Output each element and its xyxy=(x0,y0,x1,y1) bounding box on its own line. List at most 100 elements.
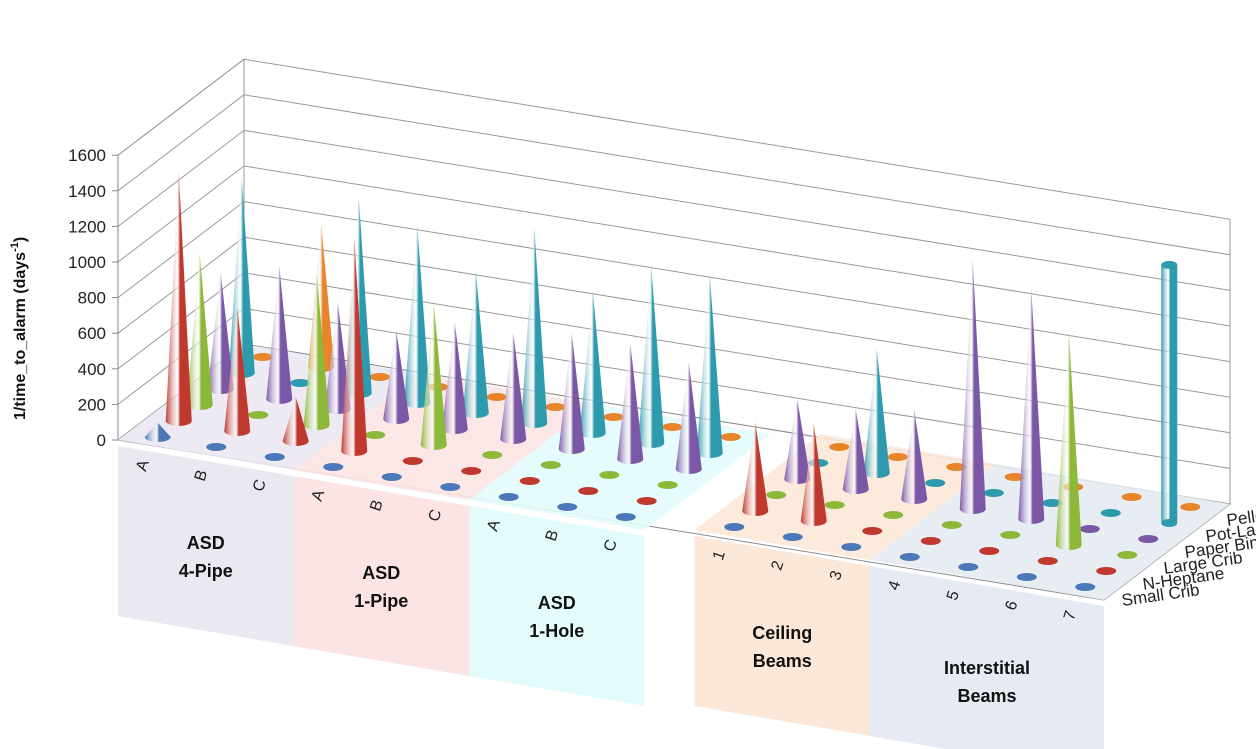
y-axis-label-superscript: -1 xyxy=(9,242,21,252)
group-label: Beams xyxy=(957,686,1016,706)
zero-marker xyxy=(887,453,908,461)
y-axis: 0 200 400 600 800 1000 1200 1400 1600 xyxy=(68,146,119,450)
category-label: B xyxy=(367,498,386,513)
zero-marker xyxy=(1096,567,1117,575)
zero-marker xyxy=(1000,531,1021,539)
cone-mark xyxy=(1055,331,1082,550)
group-panel xyxy=(694,536,870,736)
category-label: B xyxy=(192,468,211,483)
y-tick-label: 1600 xyxy=(68,146,106,165)
zero-marker xyxy=(946,463,967,471)
group-label: 1-Hole xyxy=(529,621,584,641)
cone-mark xyxy=(441,322,468,434)
cone-mark xyxy=(800,423,827,526)
zero-marker xyxy=(979,547,1000,555)
zero-marker xyxy=(264,453,285,461)
cone-mark xyxy=(383,330,410,424)
cone-mark xyxy=(784,398,811,484)
cone-mark xyxy=(696,275,723,458)
zero-marker xyxy=(883,511,904,519)
cone-mark xyxy=(558,333,585,454)
cone-mark xyxy=(500,332,527,444)
y-tick-label: 400 xyxy=(78,360,106,379)
zero-marker xyxy=(519,477,540,485)
zero-marker xyxy=(1138,535,1159,543)
zero-marker xyxy=(323,463,344,471)
zero-marker xyxy=(766,491,787,499)
y-tick-label: 800 xyxy=(78,289,106,308)
zero-marker xyxy=(1180,503,1201,511)
zero-marker xyxy=(920,537,941,545)
zero-marker xyxy=(603,413,624,421)
cone-mark xyxy=(266,265,293,404)
zero-marker xyxy=(662,423,683,431)
zero-marker xyxy=(983,489,1004,497)
group-label: ASD xyxy=(538,593,576,613)
gridline xyxy=(117,94,1231,256)
zero-marker xyxy=(402,457,423,465)
cone-mark xyxy=(521,227,548,428)
cone-mark xyxy=(579,290,606,438)
zero-marker xyxy=(925,479,946,487)
zero-marker xyxy=(899,553,920,561)
zero-marker xyxy=(290,379,311,387)
zero-marker xyxy=(1100,509,1121,517)
cylinder-base xyxy=(1161,519,1178,527)
y-tick-label: 0 xyxy=(97,431,106,450)
cone-mark xyxy=(675,362,702,474)
cone-mark xyxy=(462,270,489,418)
zero-marker xyxy=(720,433,741,441)
cone-mark xyxy=(404,225,431,408)
zero-marker xyxy=(829,443,850,451)
cone-mark xyxy=(144,422,171,442)
group-panel xyxy=(293,476,469,676)
zero-marker xyxy=(461,467,482,475)
zero-marker xyxy=(724,523,745,531)
zero-marker xyxy=(578,487,599,495)
zero-marker xyxy=(206,443,227,451)
cone-mark xyxy=(224,306,251,437)
category-label: C xyxy=(250,477,270,493)
zero-marker xyxy=(540,461,561,469)
group-label: 4-Pipe xyxy=(179,561,233,581)
y-tick-label: 600 xyxy=(78,324,106,343)
cone-mark xyxy=(186,253,213,410)
cylinder-mark xyxy=(1161,264,1178,523)
cone-mark xyxy=(638,265,665,448)
zero-marker xyxy=(486,393,507,401)
zero-marker xyxy=(369,373,390,381)
zero-marker xyxy=(381,473,402,481)
cone-mark xyxy=(303,273,330,430)
cone-mark xyxy=(842,408,869,494)
zero-marker xyxy=(615,513,636,521)
zero-marker xyxy=(941,521,962,529)
category-label: B xyxy=(543,528,562,543)
group-label: Beams xyxy=(753,651,812,671)
y-tick-label: 1200 xyxy=(68,217,106,236)
zero-marker xyxy=(1004,473,1025,481)
cone-mark xyxy=(282,396,309,447)
cylinder-top xyxy=(1161,260,1178,269)
gridline xyxy=(117,58,1231,220)
group-panel xyxy=(118,446,294,646)
zero-marker xyxy=(958,563,979,571)
group-panel xyxy=(870,566,1104,749)
category-label: C xyxy=(426,507,446,523)
y-tick-label: 1400 xyxy=(68,182,106,201)
cone-mark xyxy=(165,171,192,427)
group-label: Ceiling xyxy=(752,623,812,643)
zero-marker xyxy=(1117,551,1138,559)
zero-marker xyxy=(1037,557,1058,565)
cone-mark xyxy=(341,237,368,457)
cone-mark xyxy=(863,348,890,478)
group-label: ASD xyxy=(187,533,225,553)
zero-marker xyxy=(482,451,503,459)
group-label: Interstitial xyxy=(944,658,1030,678)
y-axis-label: 1/time_to_alarm (days-1) xyxy=(9,237,29,420)
zero-marker xyxy=(841,543,862,551)
zero-marker xyxy=(1121,493,1142,501)
zero-marker xyxy=(599,471,620,479)
cone-mark xyxy=(901,410,928,504)
